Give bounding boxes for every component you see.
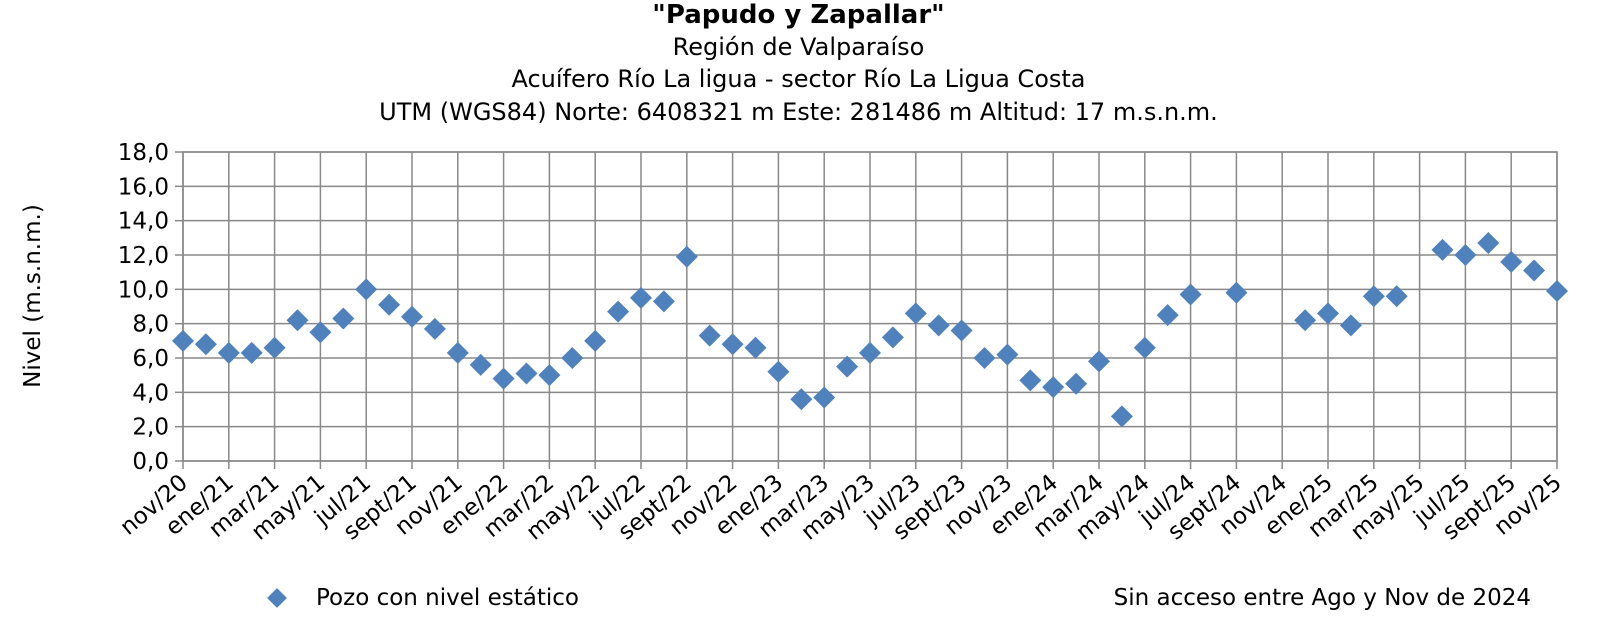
data-point <box>194 333 217 356</box>
data-point <box>973 347 996 369</box>
y-tick-label: 14,0 <box>118 209 169 235</box>
data-point <box>561 347 584 369</box>
data-point <box>1385 285 1408 308</box>
data-point <box>286 309 309 332</box>
data-point <box>675 245 698 268</box>
data-point <box>172 329 194 352</box>
data-point <box>996 343 1019 366</box>
data-point <box>423 317 446 340</box>
data-point <box>1156 304 1179 327</box>
data-point <box>309 321 332 344</box>
data-point <box>492 367 515 390</box>
data-point <box>950 319 973 342</box>
data-point <box>607 300 630 323</box>
data-point <box>538 364 561 387</box>
data-point <box>1339 314 1362 337</box>
y-tick-label: 4,0 <box>132 380 169 406</box>
x-axis-ticks: nov/20ene/21mar/21may/21jul/21sept/21nov… <box>115 470 1566 546</box>
chart-title: "Papudo y Zapallar" <box>652 0 945 30</box>
chart-subtitle-coordinates: UTM (WGS84) Norte: 6408321 m Este: 28148… <box>379 98 1218 126</box>
y-tick-label: 10,0 <box>118 277 169 303</box>
chart-subtitle-region: Región de Valparaíso <box>672 33 925 61</box>
data-point <box>881 326 904 349</box>
y-axis-ticks: 0,0 2,0 4,0 6,0 8,0 10,0 12,0 14,0 16,0 18,0 <box>118 140 169 475</box>
data-point <box>859 341 881 364</box>
data-point <box>240 341 263 364</box>
data-point <box>217 341 240 364</box>
data-point <box>1317 302 1339 325</box>
data-point <box>836 355 859 378</box>
y-tick-label: 16,0 <box>118 174 169 200</box>
data-point <box>927 314 950 337</box>
data-point <box>1179 283 1202 306</box>
data-point <box>813 386 836 409</box>
data-point <box>263 336 286 359</box>
data-point <box>1477 231 1500 254</box>
data-point <box>584 329 607 352</box>
data-point <box>1110 405 1133 428</box>
data-point <box>652 290 675 313</box>
data-point <box>721 333 744 356</box>
legend-label: Pozo con nivel estático <box>316 585 579 611</box>
chart-subtitle-aquifer: Acuífero Río La ligua - sector Río La Li… <box>511 65 1086 93</box>
data-point <box>744 336 767 359</box>
data-point <box>401 305 423 328</box>
data-point <box>332 307 355 330</box>
data-point <box>1088 350 1110 373</box>
data-point <box>515 362 538 385</box>
data-point <box>1500 250 1523 273</box>
data-point <box>1362 285 1385 308</box>
data-point <box>469 353 492 376</box>
y-tick-label: 6,0 <box>132 346 169 372</box>
data-point <box>630 286 652 309</box>
data-point <box>355 278 378 301</box>
data-point <box>1019 369 1042 392</box>
data-point <box>1454 244 1477 266</box>
data-point <box>904 302 927 325</box>
data-point <box>1042 376 1065 399</box>
data-point <box>378 293 401 316</box>
data-point <box>790 388 813 411</box>
y-tick-label: 2,0 <box>132 415 169 441</box>
legend-diamond-icon <box>268 589 286 607</box>
data-point <box>1523 259 1546 282</box>
data-point <box>1225 281 1248 304</box>
y-tick-label: 8,0 <box>132 312 169 338</box>
data-point <box>1065 372 1088 395</box>
access-note: Sin acceso entre Ago y Nov de 2024 <box>1113 585 1531 611</box>
data-point <box>698 324 721 347</box>
data-series <box>172 231 1568 428</box>
data-point <box>446 341 469 364</box>
y-axis-label: Nivel (m.s.n.m.) <box>20 204 46 388</box>
y-tick-label: 12,0 <box>118 243 169 269</box>
data-point <box>767 360 790 383</box>
data-point <box>1133 336 1156 359</box>
plot-grid <box>175 151 1558 469</box>
data-point <box>1546 280 1568 303</box>
legend: Pozo con nivel estático <box>268 582 579 614</box>
y-tick-label: 18,0 <box>118 140 169 166</box>
data-point <box>1431 238 1454 261</box>
y-tick-label: 0,0 <box>132 449 169 475</box>
data-point <box>1294 309 1317 332</box>
